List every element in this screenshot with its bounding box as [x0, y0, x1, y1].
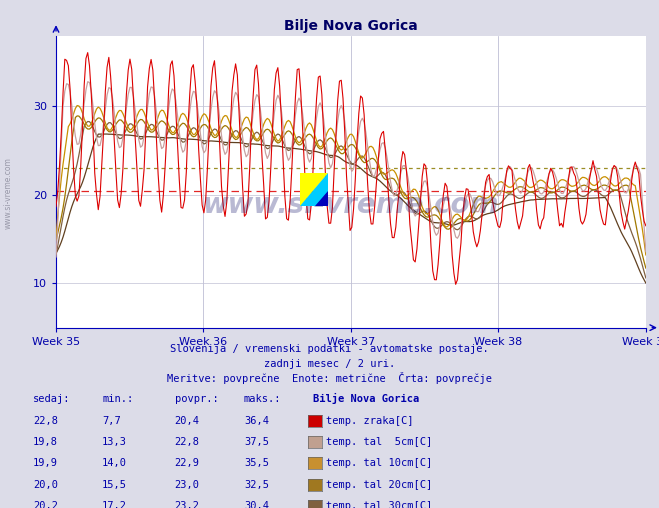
Text: min.:: min.: — [102, 394, 133, 404]
Text: 22,9: 22,9 — [175, 458, 200, 468]
Text: 30,4: 30,4 — [244, 501, 269, 508]
Polygon shape — [300, 173, 328, 206]
Title: Bilje Nova Gorica: Bilje Nova Gorica — [284, 19, 418, 33]
Text: temp. tal  5cm[C]: temp. tal 5cm[C] — [326, 437, 432, 447]
Text: sedaj:: sedaj: — [33, 394, 71, 404]
Polygon shape — [300, 173, 328, 206]
Polygon shape — [315, 191, 328, 206]
Text: Meritve: povprečne  Enote: metrične  Črta: povprečje: Meritve: povprečne Enote: metrične Črta:… — [167, 372, 492, 384]
Text: temp. tal 20cm[C]: temp. tal 20cm[C] — [326, 480, 432, 490]
Text: maks.:: maks.: — [244, 394, 281, 404]
Text: 37,5: 37,5 — [244, 437, 269, 447]
Text: www.si-vreme.com: www.si-vreme.com — [3, 157, 13, 229]
Text: 35,5: 35,5 — [244, 458, 269, 468]
Text: temp. tal 10cm[C]: temp. tal 10cm[C] — [326, 458, 432, 468]
Text: povpr.:: povpr.: — [175, 394, 218, 404]
Text: temp. tal 30cm[C]: temp. tal 30cm[C] — [326, 501, 432, 508]
Text: www.si-vreme.com: www.si-vreme.com — [203, 191, 499, 219]
Text: zadnji mesec / 2 uri.: zadnji mesec / 2 uri. — [264, 359, 395, 369]
Text: 19,9: 19,9 — [33, 458, 58, 468]
Text: 20,0: 20,0 — [33, 480, 58, 490]
Text: 23,0: 23,0 — [175, 480, 200, 490]
Text: 7,7: 7,7 — [102, 416, 121, 426]
Text: 14,0: 14,0 — [102, 458, 127, 468]
Text: 23,2: 23,2 — [175, 501, 200, 508]
Text: Slovenija / vremenski podatki - avtomatske postaje.: Slovenija / vremenski podatki - avtomats… — [170, 343, 489, 354]
Text: 15,5: 15,5 — [102, 480, 127, 490]
Text: 22,8: 22,8 — [33, 416, 58, 426]
Text: 32,5: 32,5 — [244, 480, 269, 490]
Text: 22,8: 22,8 — [175, 437, 200, 447]
Text: 17,2: 17,2 — [102, 501, 127, 508]
Text: 13,3: 13,3 — [102, 437, 127, 447]
Text: 20,4: 20,4 — [175, 416, 200, 426]
Text: 19,8: 19,8 — [33, 437, 58, 447]
Text: Bilje Nova Gorica: Bilje Nova Gorica — [313, 393, 419, 404]
Text: temp. zraka[C]: temp. zraka[C] — [326, 416, 413, 426]
Text: 20,2: 20,2 — [33, 501, 58, 508]
Text: 36,4: 36,4 — [244, 416, 269, 426]
